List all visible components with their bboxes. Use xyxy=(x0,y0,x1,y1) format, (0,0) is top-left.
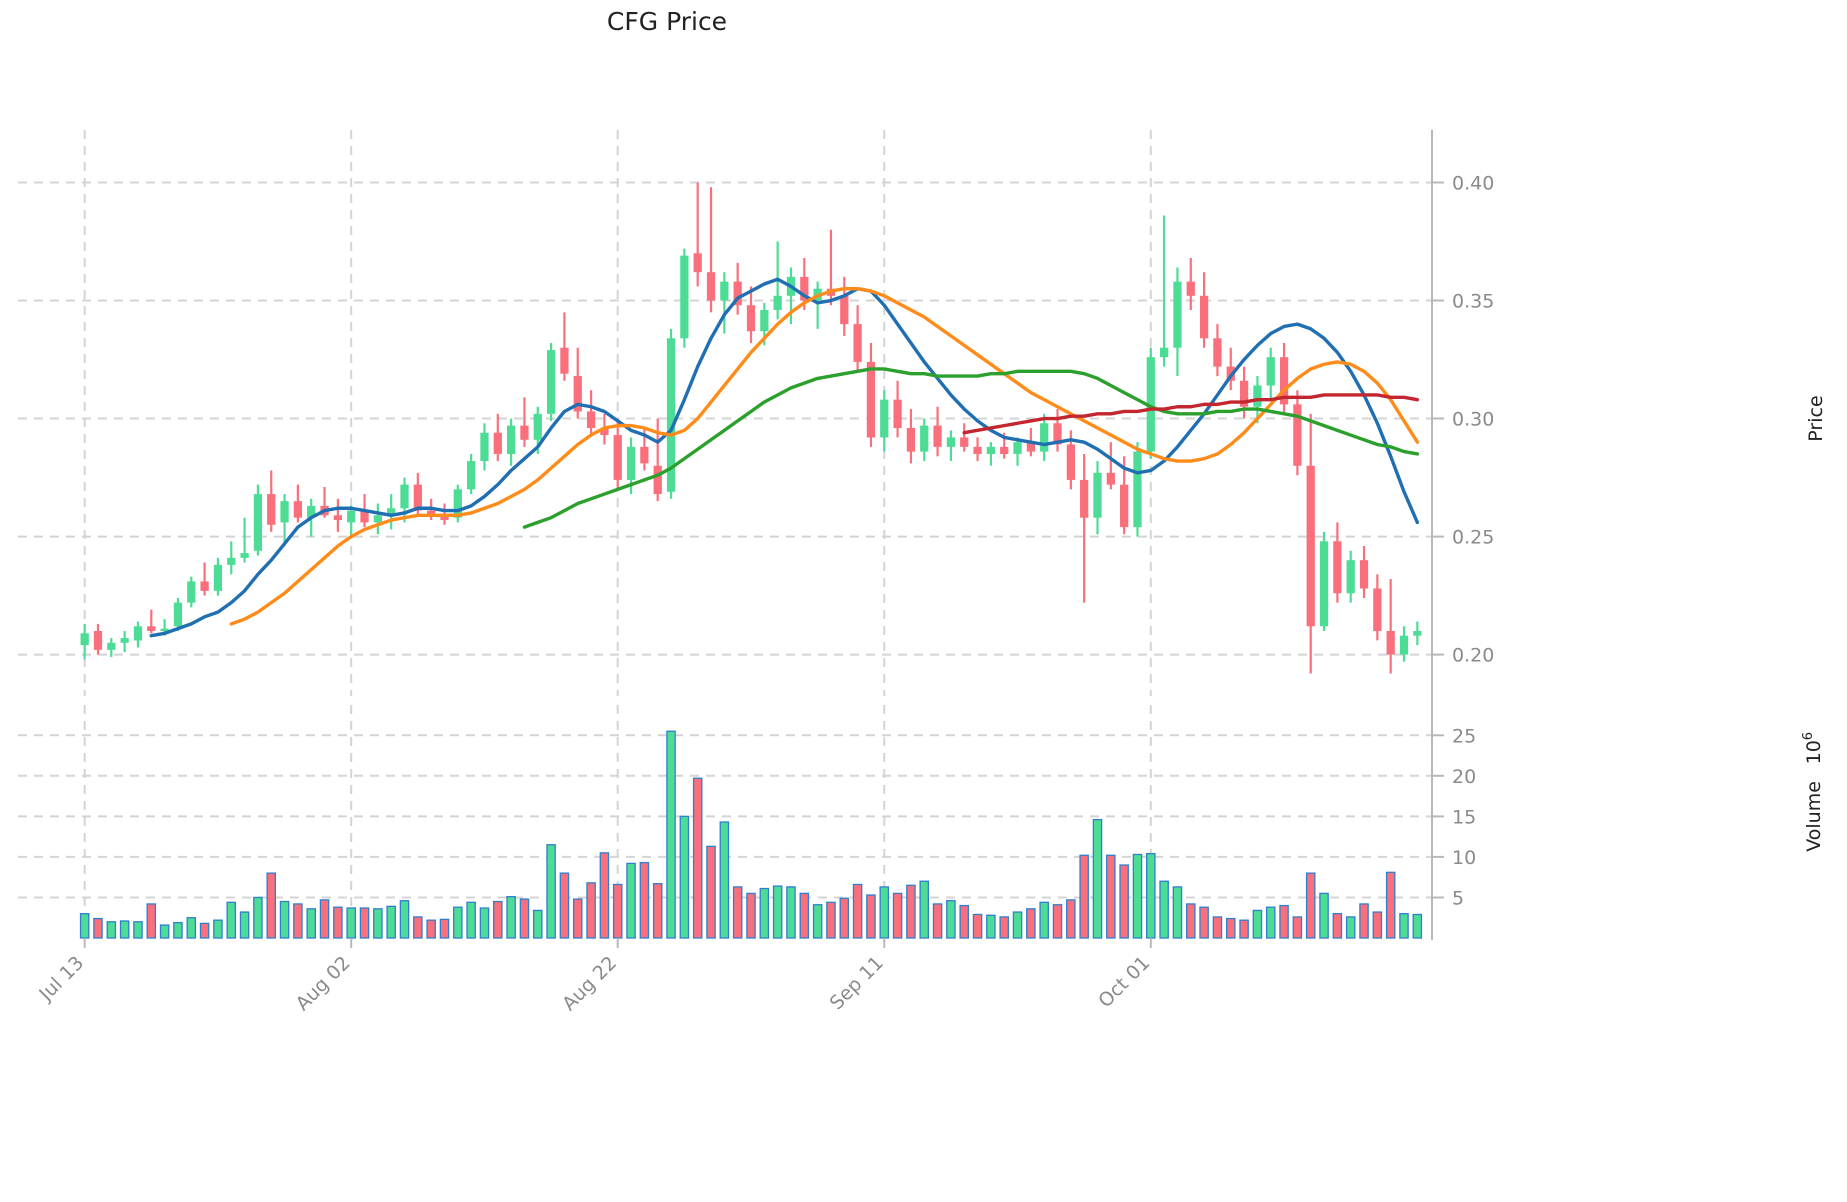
volume-tick-label: 20 xyxy=(1452,766,1476,788)
price-candlesticks xyxy=(80,182,1422,674)
volume-axis-title: Volume xyxy=(1803,781,1825,852)
price-axis-title: Price xyxy=(1805,395,1827,441)
volume-tick-label: 10 xyxy=(1452,847,1476,869)
volume-bars xyxy=(79,730,1423,939)
page-title: CFG Price xyxy=(607,7,727,36)
volume-tick-label: 5 xyxy=(1452,888,1464,910)
price-tick-label: 0.20 xyxy=(1452,645,1494,667)
price-tick-label: 0.30 xyxy=(1452,409,1494,431)
volume-tick-label: 15 xyxy=(1452,806,1476,828)
price-tick-label: 0.35 xyxy=(1452,291,1494,313)
moving-average-lines xyxy=(149,277,1420,638)
price-tick-label: 0.25 xyxy=(1452,527,1494,549)
price-tick-label: 0.40 xyxy=(1452,173,1494,195)
volume-tick-label: 25 xyxy=(1452,725,1476,747)
